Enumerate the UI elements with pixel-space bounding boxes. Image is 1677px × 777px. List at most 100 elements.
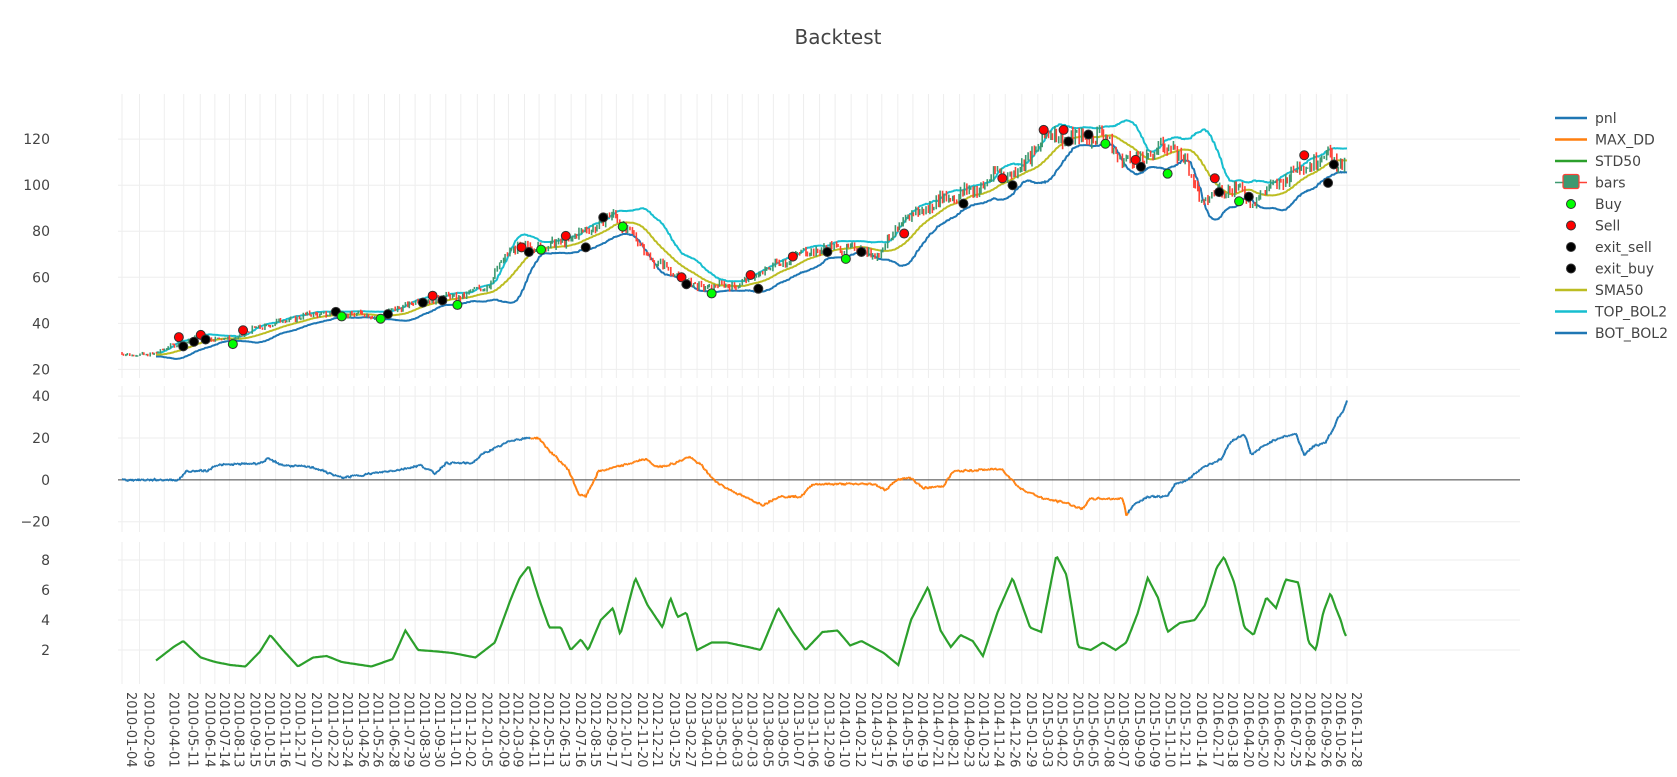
- x-tick: 2010-06-14: [201, 692, 216, 768]
- pnl-segment: [1334, 421, 1338, 425]
- x-tick: 2013-05-01: [713, 692, 728, 768]
- legend-item-pnl[interactable]: pnl: [1555, 111, 1617, 127]
- max-dd-segment: [1007, 475, 1011, 479]
- max-dd-segment: [1021, 487, 1025, 491]
- max-dd-segment: [768, 499, 772, 503]
- max-dd-segment: [1061, 501, 1064, 504]
- exit-buy-marker: [417, 297, 428, 308]
- max-dd-segment: [765, 502, 769, 505]
- pnl-segment: [140, 478, 144, 481]
- pnl-segment: [353, 474, 356, 477]
- pnl-segment: [370, 472, 373, 476]
- max-dd-segment: [1077, 505, 1080, 509]
- legend-item-bot-bol2[interactable]: BOT_BOL2: [1555, 326, 1668, 342]
- max-dd-segment: [547, 449, 551, 453]
- buy-marker: [1234, 196, 1245, 207]
- pnl-segment: [452, 461, 456, 464]
- x-tick: 2011-01-20: [308, 692, 323, 768]
- max-dd-segment: [843, 483, 846, 487]
- x-tick: 2015-07-08: [1101, 692, 1116, 768]
- exit-sell-marker: [437, 295, 448, 306]
- max-dd-segment: [1119, 497, 1123, 500]
- max-dd-segment: [696, 461, 700, 465]
- x-tick: 2014-06-19: [914, 692, 929, 768]
- sell-marker: [1058, 124, 1069, 135]
- pnl-y-tick: 0: [41, 473, 50, 489]
- legend-item-std50[interactable]: STD50: [1555, 154, 1641, 170]
- pnl-segment: [395, 468, 398, 472]
- pnl-segment: [437, 469, 440, 473]
- max-dd-segment: [1079, 507, 1082, 510]
- max-dd-segment: [559, 460, 563, 464]
- pnl-segment: [1130, 506, 1134, 510]
- x-tick: 2011-06-28: [386, 692, 401, 768]
- max-dd-segment: [725, 487, 728, 490]
- pnl-segment: [1285, 435, 1289, 438]
- pnl-segment: [1287, 434, 1290, 438]
- pnl-segment: [1225, 446, 1229, 450]
- legend-item-top-bol2[interactable]: TOP_BOL2: [1555, 305, 1667, 321]
- legend-item-sma50[interactable]: SMA50: [1555, 283, 1643, 299]
- max-dd-segment: [925, 486, 928, 489]
- legend-item-bars[interactable]: bars: [1555, 173, 1626, 192]
- pnl-segment: [203, 468, 207, 472]
- x-tick: 2013-09-05: [774, 692, 789, 768]
- max-dd-segment: [812, 483, 815, 486]
- pnl-segment: [231, 463, 235, 467]
- max-dd-segment: [775, 497, 778, 500]
- max-dd-segment: [615, 465, 618, 468]
- pnl-segment: [1298, 442, 1302, 446]
- x-tick: 2013-11-06: [805, 692, 820, 768]
- max-dd-segment: [1014, 483, 1018, 487]
- max-dd-segment: [596, 470, 600, 473]
- pnl-segment: [435, 470, 438, 474]
- legend-item-exit-buy[interactable]: exit_buy: [1566, 262, 1655, 278]
- max-dd-segment: [1100, 497, 1103, 501]
- legend[interactable]: pnl MAX_DD STD50 bars Buy Sell exit_sell exit_b…: [1555, 111, 1668, 342]
- pnl-segment: [1176, 481, 1179, 485]
- legend-item-max-dd[interactable]: MAX_DD: [1555, 133, 1655, 149]
- max-dd-segment: [947, 476, 950, 480]
- x-tick: 2014-03-17: [868, 692, 883, 768]
- pnl-segment: [165, 478, 169, 482]
- max-dd-segment: [1010, 478, 1014, 481]
- pnl-segment: [200, 470, 204, 473]
- max-dd-segment: [847, 482, 850, 485]
- max-dd-segment: [799, 495, 802, 499]
- pnl-segment: [461, 461, 465, 464]
- max-dd-segment: [530, 437, 533, 440]
- max-dd-segment: [1073, 504, 1076, 507]
- pnl-segment: [1343, 405, 1347, 410]
- x-tick: 2016-04-20: [1240, 692, 1255, 768]
- x-tick: 2014-05-19: [899, 692, 914, 768]
- pnl-segment: [341, 476, 345, 480]
- pnl-segment: [311, 465, 315, 469]
- x-tick-labels: 2010-01-04 2010-02-09 2010-04-01 2010-05-11…: [123, 692, 1363, 768]
- pnl-y-tick: 40: [32, 389, 50, 405]
- pnl-segment: [451, 461, 455, 464]
- max-dd-segment: [593, 477, 597, 480]
- max-dd-segment: [1104, 497, 1107, 501]
- legend-item-sell[interactable]: Sell: [1566, 219, 1621, 235]
- pnl-segment: [1219, 458, 1223, 461]
- legend-item-buy[interactable]: Buy: [1566, 197, 1622, 213]
- sell-marker: [787, 251, 798, 262]
- max-dd-segment: [708, 473, 712, 477]
- max-dd-segment: [1062, 501, 1065, 505]
- max-dd-segment: [586, 489, 590, 494]
- max-dd-segment: [965, 469, 968, 472]
- x-tick: 2013-01-25: [666, 692, 681, 768]
- legend-label: exit_sell: [1595, 240, 1652, 256]
- pnl-segment: [455, 461, 459, 465]
- max-dd-segment: [1051, 498, 1055, 502]
- x-tick: 2016-02-17: [1209, 692, 1224, 768]
- pnl-segment: [142, 478, 145, 482]
- pnl-segment: [239, 462, 243, 466]
- legend-item-exit-sell[interactable]: exit_sell: [1566, 240, 1652, 256]
- pnl-segment: [354, 474, 357, 477]
- pnl-segment: [211, 465, 214, 468]
- x-tick: 2010-04-01: [165, 692, 180, 768]
- pnl-segment: [1141, 497, 1145, 501]
- pnl-segment: [387, 470, 391, 473]
